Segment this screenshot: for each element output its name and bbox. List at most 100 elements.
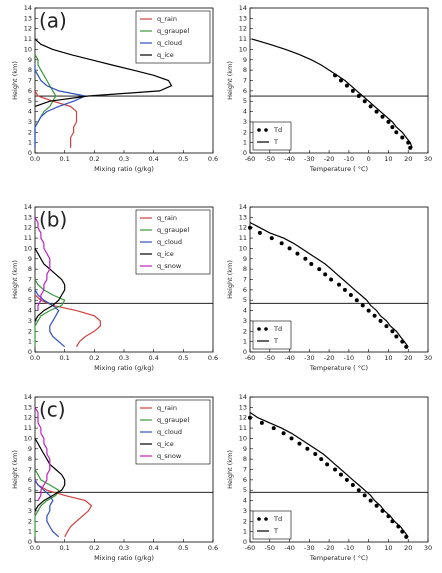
y-tick-label: 0 xyxy=(243,348,247,356)
data-point xyxy=(362,493,367,498)
y-tick-label: 8 xyxy=(243,265,247,273)
y-tick-label: 4 xyxy=(28,307,32,315)
legend-label: q_graupel xyxy=(157,27,189,35)
data-point xyxy=(360,303,365,308)
y-tick-label: 6 xyxy=(243,87,247,95)
x-tick-label: -20 xyxy=(324,155,335,163)
y-tick-label: 11 xyxy=(239,35,247,43)
y-tick-label: 12 xyxy=(24,25,32,33)
x-axis-label: Temperature ( °C) xyxy=(309,554,368,562)
data-point xyxy=(350,483,355,488)
y-tick-label: 9 xyxy=(28,445,32,453)
data-point xyxy=(344,83,349,88)
x-tick-label: 0.4 xyxy=(148,155,158,163)
x-tick-label: 30 xyxy=(424,544,432,552)
y-tick-label: 11 xyxy=(24,35,32,43)
data-point xyxy=(344,477,349,482)
legend-label: q_ice xyxy=(157,51,174,59)
y-tick-label: 7 xyxy=(28,466,32,474)
x-axis-label: Mixing ratio (g/kg) xyxy=(94,364,154,372)
data-point xyxy=(350,88,355,93)
data-point xyxy=(333,467,338,472)
x-tick-label: 20 xyxy=(404,544,412,552)
legend-box xyxy=(252,320,292,350)
y-axis-label: Height (km) xyxy=(11,61,19,100)
y-tick-label: 10 xyxy=(239,45,247,53)
y-tick-label: 13 xyxy=(24,14,32,22)
profile-line xyxy=(34,469,60,537)
y-tick-label: 3 xyxy=(28,118,32,126)
data-point xyxy=(289,436,294,441)
legend-label: q_snow xyxy=(157,452,182,460)
data-point xyxy=(259,420,264,425)
x-tick-label: 10 xyxy=(384,544,392,552)
data-point xyxy=(338,472,343,477)
y-tick-label: 3 xyxy=(28,317,32,325)
y-tick-label: 9 xyxy=(243,255,247,263)
x-tick-label: -60 xyxy=(245,544,256,552)
legend-label: Td xyxy=(273,126,282,134)
x-tick-label: -30 xyxy=(304,544,315,552)
x-tick-label: 0.5 xyxy=(178,544,188,552)
panel-label: (c) xyxy=(39,398,66,422)
x-tick-label: 10 xyxy=(384,155,392,163)
y-tick-label: 9 xyxy=(243,445,247,453)
y-axis-label: Height (km) xyxy=(11,450,19,489)
profile-line xyxy=(251,38,413,149)
y-axis-label: Height (km) xyxy=(226,260,234,299)
x-tick-label: 0.6 xyxy=(208,544,218,552)
x-tick-label: 0 xyxy=(367,155,371,163)
x-tick-label: -20 xyxy=(324,544,335,552)
y-tick-label: 11 xyxy=(239,424,247,432)
profile-line xyxy=(34,90,78,148)
y-tick-label: 3 xyxy=(243,317,247,325)
y-tick-label: 5 xyxy=(243,97,247,105)
data-point xyxy=(281,431,286,436)
y-tick-label: 1 xyxy=(243,139,247,147)
y-tick-label: 0 xyxy=(243,149,247,157)
data-point xyxy=(317,267,322,272)
x-tick-label: 0.3 xyxy=(119,354,129,362)
data-point xyxy=(337,282,341,287)
y-tick-label: 10 xyxy=(24,434,32,442)
x-tick-label: 30 xyxy=(424,155,432,163)
y-tick-label: 14 xyxy=(239,203,247,211)
x-tick-label: 20 xyxy=(404,354,412,362)
data-point xyxy=(400,135,405,140)
y-tick-label: 9 xyxy=(28,255,32,263)
data-point xyxy=(380,114,385,119)
x-tick-label: -40 xyxy=(284,354,295,362)
x-tick-label: 0.0 xyxy=(30,544,40,552)
y-tick-label: 7 xyxy=(243,77,247,85)
y-tick-label: 5 xyxy=(243,296,247,304)
y-tick-label: 6 xyxy=(243,476,247,484)
legend-label: q_cloud xyxy=(157,39,182,47)
x-tick-label: -60 xyxy=(245,155,256,163)
profile-line xyxy=(34,294,101,348)
y-tick-label: 12 xyxy=(24,414,32,422)
x-tick-label: -10 xyxy=(344,155,355,163)
legend-swatch xyxy=(257,327,261,331)
legend-swatch xyxy=(257,128,261,132)
x-axis-label: Temperature ( °C) xyxy=(309,165,368,173)
data-point xyxy=(305,446,310,451)
x-tick-label: 0.1 xyxy=(59,155,69,163)
legend-box xyxy=(252,121,292,151)
x-tick-label: -50 xyxy=(264,544,275,552)
y-tick-label: 3 xyxy=(28,507,32,515)
data-point xyxy=(390,125,395,130)
y-tick-label: 14 xyxy=(239,393,247,401)
profile-line xyxy=(34,65,88,148)
data-point xyxy=(287,246,292,251)
y-tick-label: 4 xyxy=(243,108,247,116)
y-tick-label: 7 xyxy=(28,77,32,85)
x-tick-label: -50 xyxy=(264,155,275,163)
y-tick-label: 10 xyxy=(239,434,247,442)
data-point xyxy=(394,130,399,135)
legend-label: T xyxy=(273,138,278,146)
y-axis-label: Height (km) xyxy=(226,61,234,100)
legend-label: q_rain xyxy=(157,404,177,412)
x-tick-label: 0.5 xyxy=(178,155,188,163)
legend-label: Td xyxy=(273,515,282,523)
data-point xyxy=(297,441,302,446)
